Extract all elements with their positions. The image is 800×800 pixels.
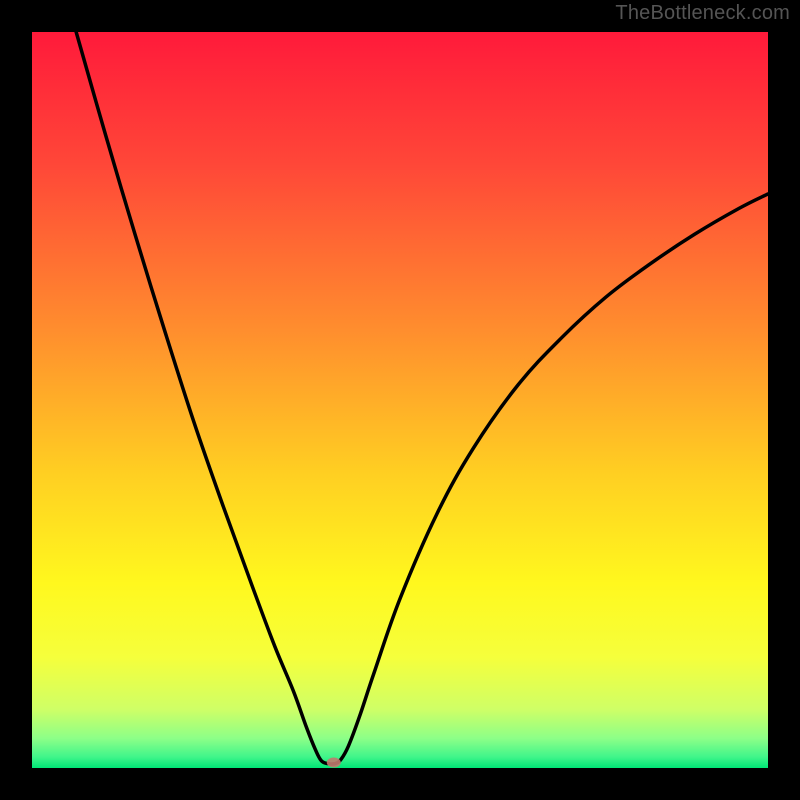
minimum-marker [327, 757, 341, 767]
watermark-text: TheBottleneck.com [615, 2, 790, 25]
bottleneck-chart [0, 0, 800, 800]
plot-background [32, 32, 768, 768]
chart-container: TheBottleneck.com [0, 0, 800, 800]
